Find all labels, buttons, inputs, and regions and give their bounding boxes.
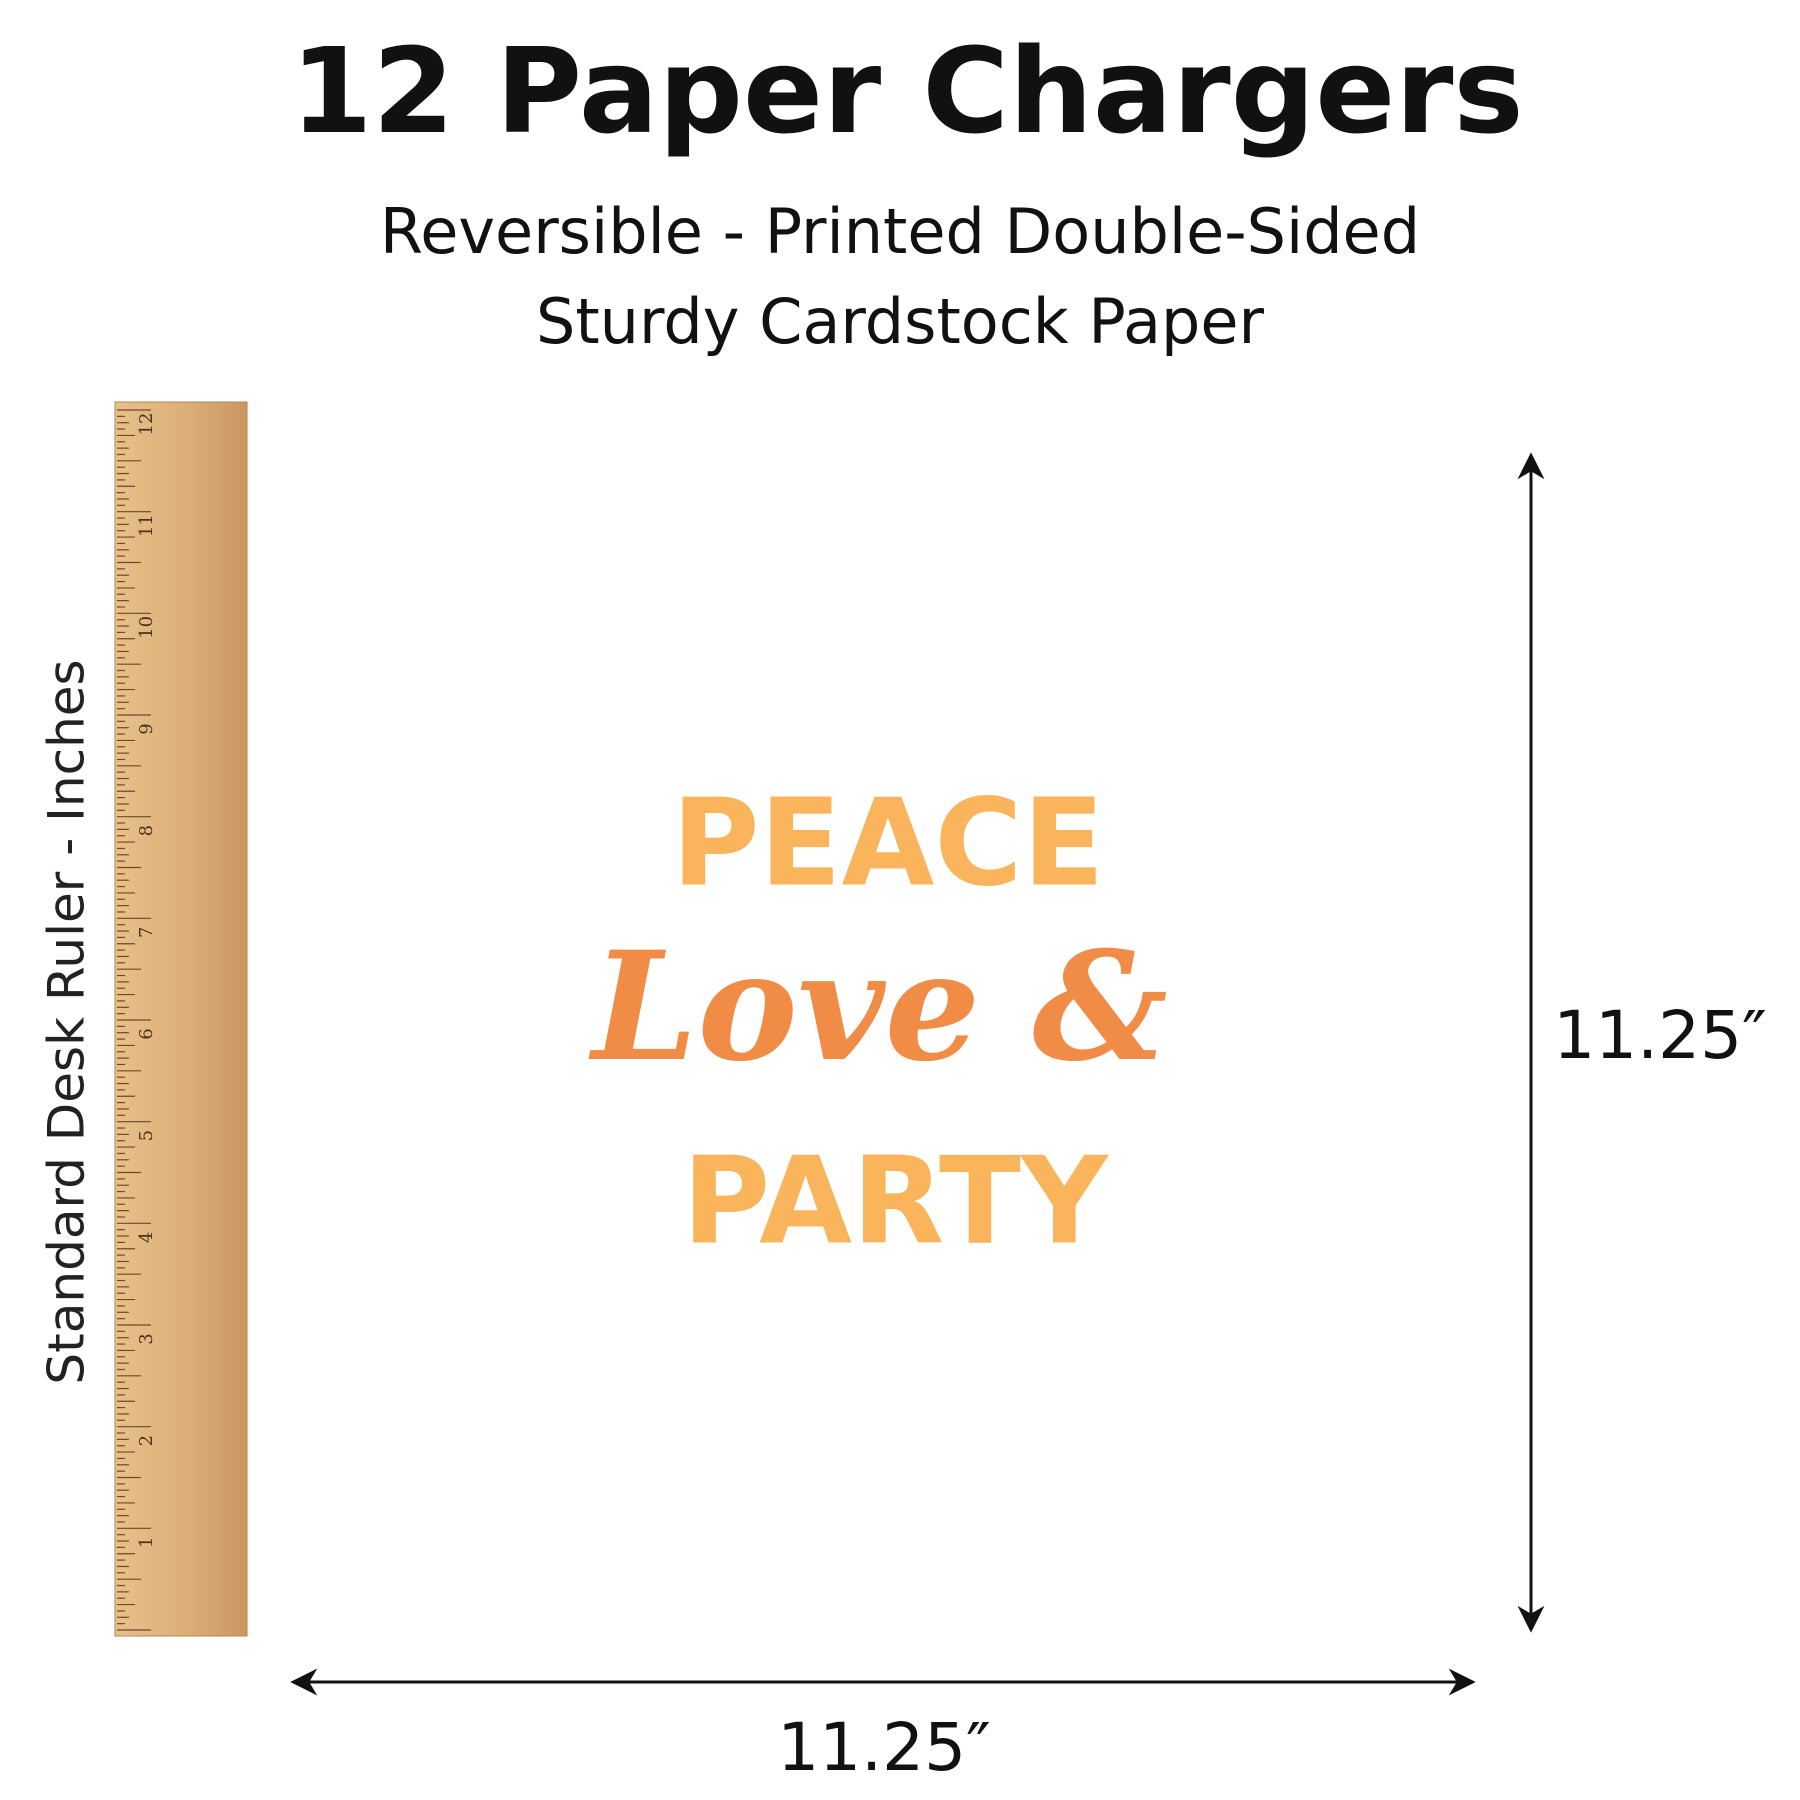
charger-dot [1232,930,1242,940]
charger-dot [1371,1292,1384,1305]
ruler-number: 10 [136,616,157,639]
charger-dot [1312,996,1324,1008]
charger-dot [492,1253,510,1271]
charger-dot [1156,1115,1172,1131]
ruler-number: 7 [136,927,157,938]
charger-dot [917,1463,929,1475]
smiley [855,1464,923,1532]
smiley-face [584,642,616,666]
smiley [399,855,467,923]
charger-dot [1113,1247,1134,1268]
charger-dot [1008,1098,1020,1110]
charger-dot [852,736,873,757]
charger-line: PEACE [672,775,1105,914]
charger-dot [887,1352,903,1368]
charger-dot [1134,791,1147,804]
smiley-face [859,548,891,572]
charger-dot [307,1169,328,1190]
charger-dot [1357,1046,1372,1061]
smiley [403,1146,471,1214]
smiley [1130,1370,1198,1438]
ruler-number: 3 [136,1333,157,1344]
charger-dot [362,1206,381,1225]
charger-dot [589,567,602,580]
charger-dot [916,735,930,749]
charger-stripe [882,1028,1619,1572]
ruler-number: 4 [136,1232,157,1243]
charger-dot [1166,1032,1183,1049]
smiley [566,618,634,686]
smiley-face [1315,1157,1347,1181]
charger-dot [547,891,559,903]
charger-dot [787,604,800,617]
charger-dot [1208,991,1221,1004]
charger-line: Love & [588,919,1168,1095]
charger-dot [563,1200,581,1218]
smiley [841,524,909,592]
charger-dot [560,1122,573,1135]
charger-dot [594,1131,610,1147]
ruler-label: Standard Desk Ruler - Inches [38,659,96,1384]
ruler-number: 8 [136,825,157,836]
smiley-face [595,1402,627,1426]
ruler-number: 6 [136,1028,157,1039]
smiley [1293,842,1361,910]
charger-dot [655,1155,674,1174]
charger-dot [1296,991,1316,1011]
charger-dot [318,1023,336,1041]
ruler-number: 5 [136,1130,157,1141]
ruler-number: 2 [136,1435,157,1446]
smiley [1119,610,1187,678]
ruler-body [114,401,248,1637]
ruler-number: 12 [136,413,157,436]
charger-line: PARTY [682,1133,1110,1272]
smiley-face [873,1488,905,1512]
charger-dot [355,1166,372,1183]
charger-dot [876,524,892,540]
ruler-number: 11 [136,514,157,537]
height-label: 11.25″ [1553,997,1767,1074]
charger-dot [916,1497,928,1509]
ruler-number: 9 [136,723,157,734]
charger-dot [1351,1276,1368,1293]
ruler-number: 1 [136,1537,157,1548]
smiley-face [1148,1394,1180,1418]
charger-dot [467,874,482,889]
charger-dot [488,1046,499,1057]
charger-stripe [245,1028,882,1700]
charger-dot [1145,1242,1160,1257]
charger-dot [905,1278,924,1297]
charger-dot [1131,563,1143,575]
smiley-face [1311,866,1343,890]
charger-dot [541,1027,561,1047]
charger-dot [1132,1398,1150,1416]
smiley [1297,1133,1365,1201]
width-label: 11.25″ [777,1709,991,1786]
charger-dot [1004,476,1021,493]
charger-dot [810,1502,830,1522]
smiley-face [1137,634,1169,658]
smiley-face [417,879,449,903]
charger-dot [994,1318,1011,1335]
title: 12 Paper Chargers [290,22,1523,160]
smiley-face [421,1170,453,1194]
subtitle: Sturdy Cardstock Paper [536,285,1264,358]
subtitle: Reversible - Printed Double-Sided [380,195,1420,268]
charger-dot [1274,1397,1292,1415]
charger-dot [1414,1194,1436,1216]
charger-dot [867,592,884,609]
charger-dot [940,1320,958,1338]
charger-text: PEACE Love & PARTY [579,767,1177,1280]
charger-dot [623,830,642,849]
charger-dot [1426,906,1446,926]
smiley [577,1378,645,1446]
charger-dot [1185,813,1200,828]
